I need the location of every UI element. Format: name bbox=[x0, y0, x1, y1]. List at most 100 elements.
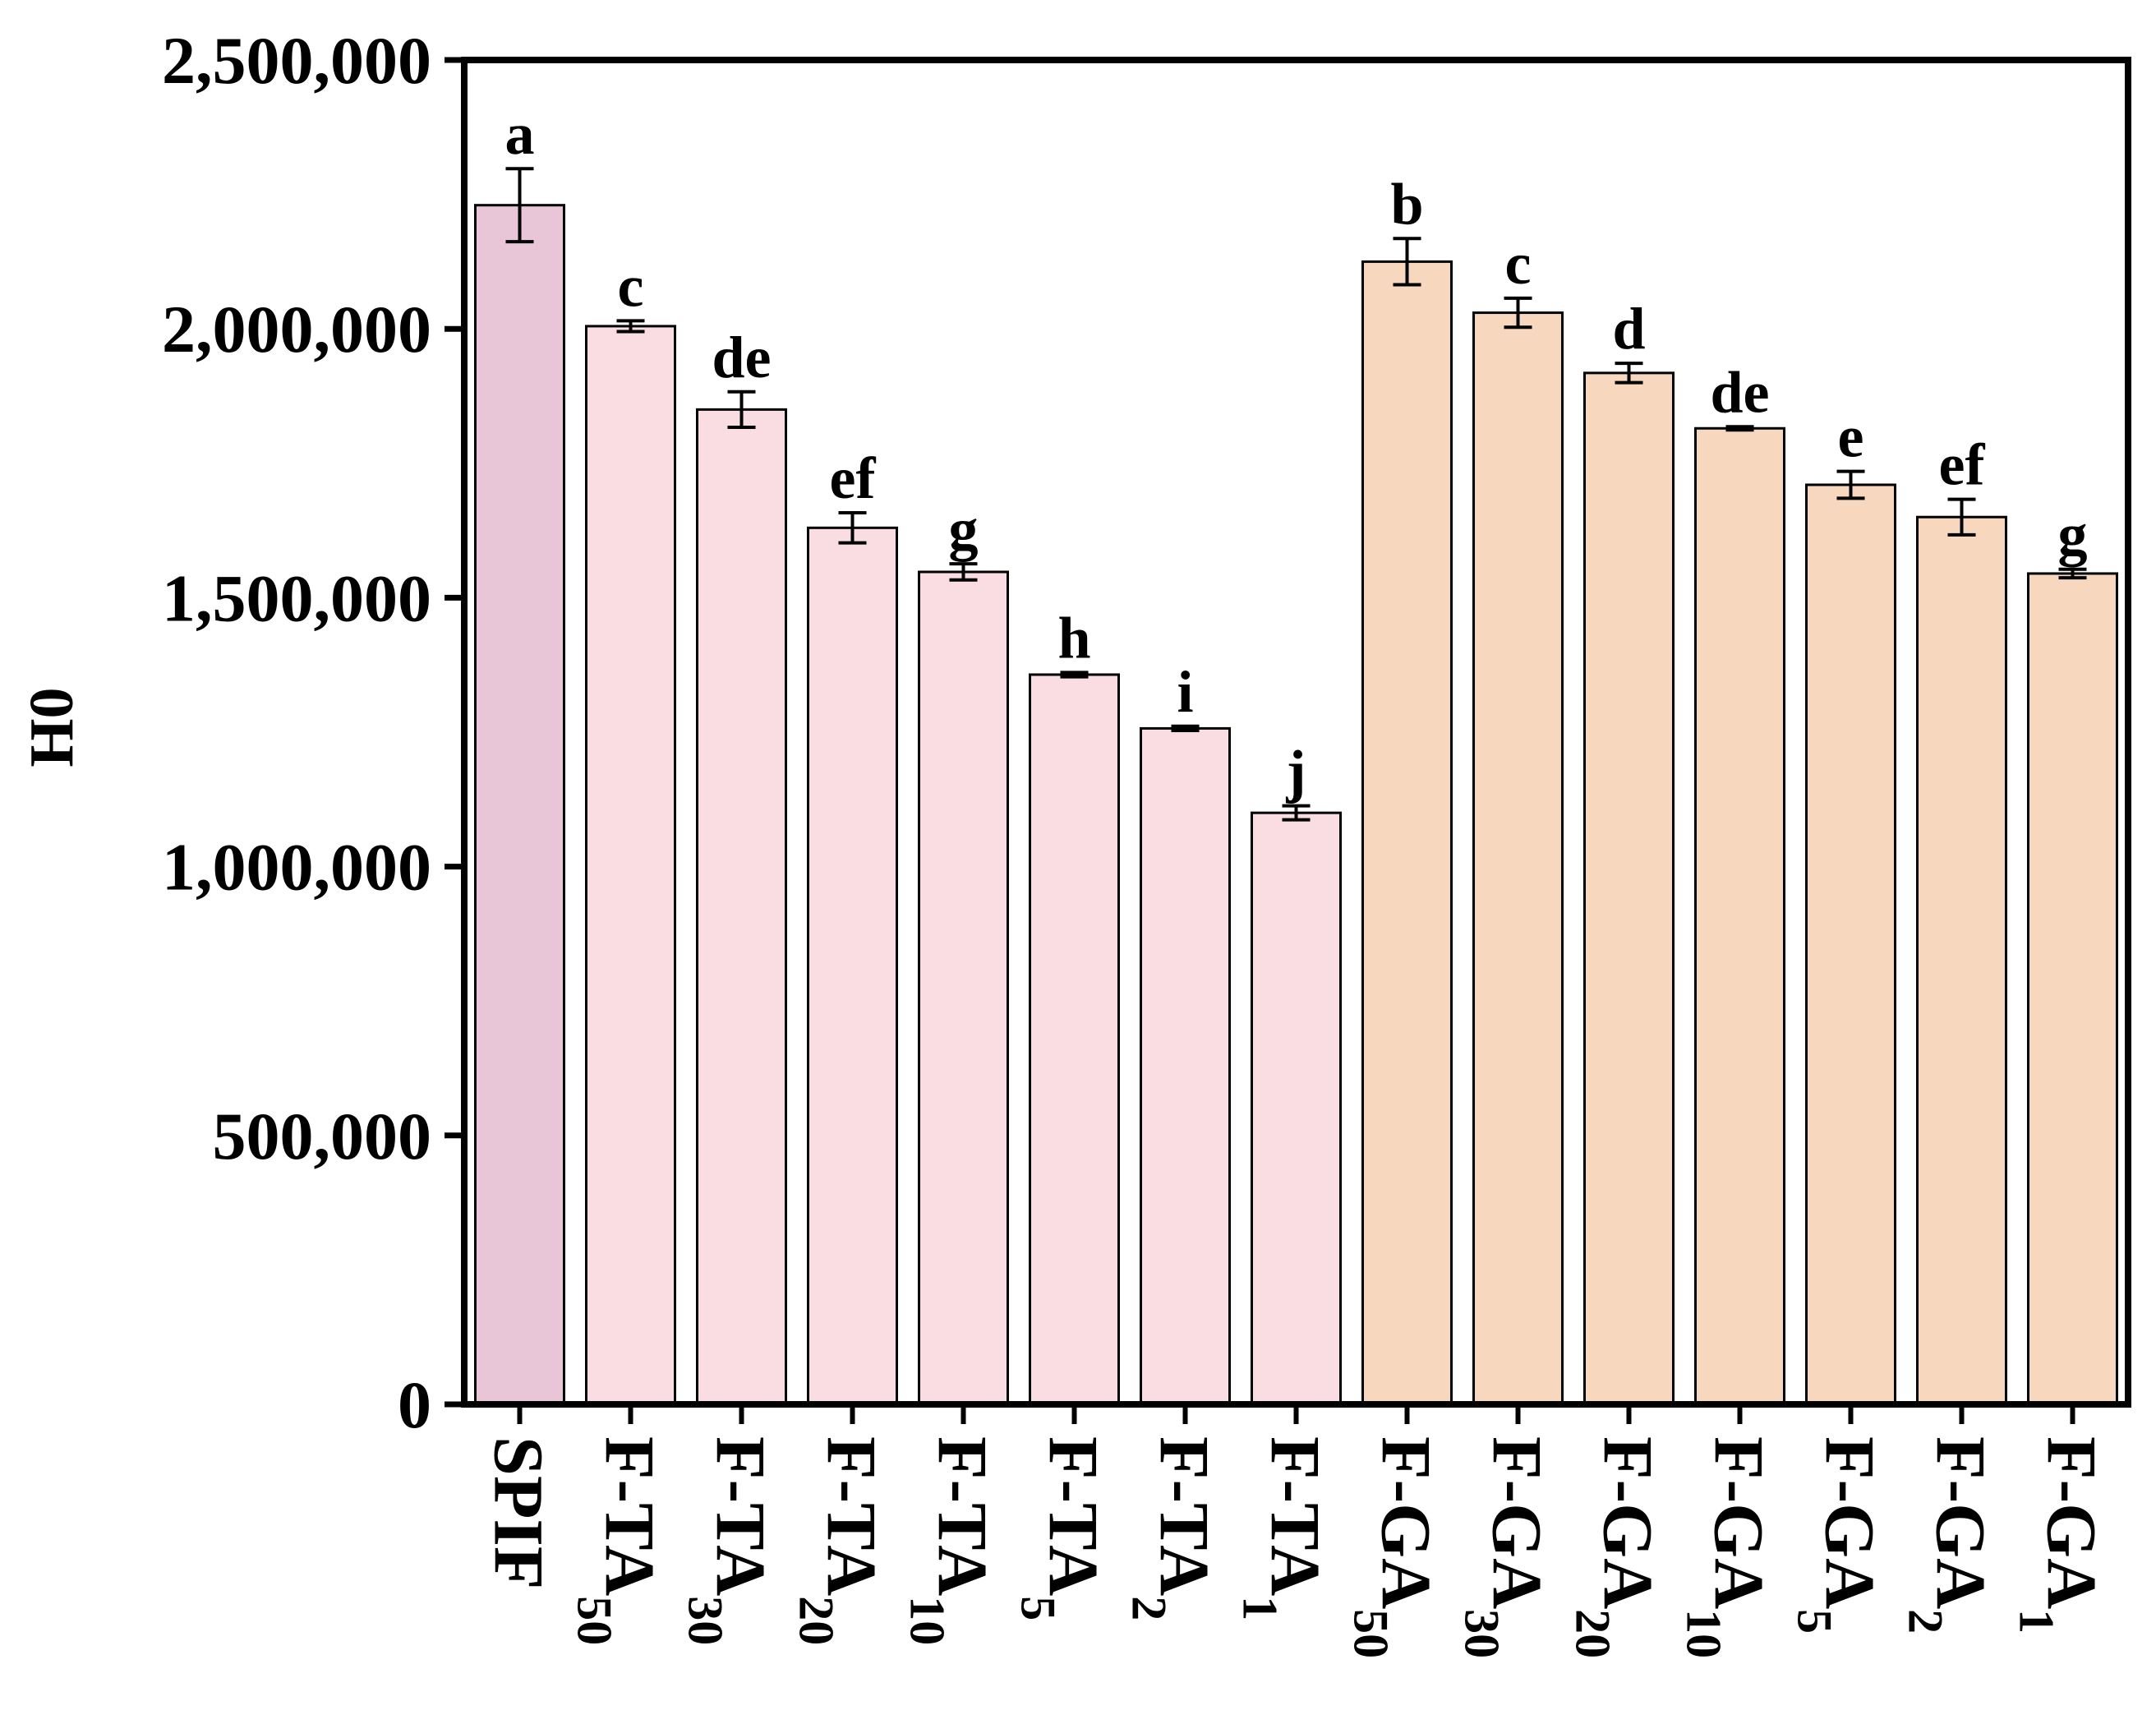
category-label: F-GA10 bbox=[1677, 1436, 1779, 1658]
error-bar bbox=[1947, 497, 1976, 537]
bar bbox=[474, 204, 565, 1406]
category-labels: SPIF F-TA50F-TA30F-TA20F-TA10F-TA5F-TA2F-… bbox=[480, 1404, 2112, 1658]
category-label: F-GA20 bbox=[1566, 1436, 1668, 1658]
category-subscript: 50 bbox=[1344, 1609, 1398, 1658]
category-subscript: 30 bbox=[679, 1596, 733, 1645]
significance-label: d bbox=[1612, 296, 1645, 362]
category-label: F-GA30 bbox=[1455, 1436, 1557, 1658]
category-label: F-TA30 bbox=[679, 1436, 781, 1645]
category-label: F-GA50 bbox=[1344, 1436, 1446, 1658]
y-tick-label: 2,000,000 bbox=[162, 292, 431, 366]
bar bbox=[1140, 726, 1231, 1406]
bar bbox=[585, 325, 676, 1406]
category-base: F-GA bbox=[1589, 1436, 1668, 1609]
error-bar bbox=[1725, 425, 1754, 432]
significance-label: de bbox=[712, 325, 772, 390]
category-base: F-GA bbox=[1700, 1436, 1779, 1609]
category-subscript: 5 bbox=[1011, 1596, 1066, 1620]
bar bbox=[1361, 260, 1453, 1406]
error-bar bbox=[1282, 804, 1311, 822]
bar bbox=[1029, 673, 1120, 1406]
bar bbox=[696, 408, 787, 1406]
error-bar bbox=[1615, 362, 1643, 385]
category-label: F-TA20 bbox=[790, 1436, 891, 1645]
category-subscript: 1 bbox=[2010, 1609, 2064, 1634]
significance-label: c bbox=[1505, 231, 1532, 297]
significance-label: c bbox=[618, 253, 644, 319]
category-base: F-TA bbox=[1034, 1436, 1113, 1596]
significance-label: g bbox=[2058, 502, 2088, 568]
category-base: F-TA bbox=[924, 1436, 1002, 1596]
y-tick-label: 1,000,000 bbox=[162, 830, 431, 905]
error-bar bbox=[1836, 469, 1865, 500]
error-bar bbox=[1393, 237, 1421, 287]
category-label: F-TA2 bbox=[1122, 1436, 1224, 1620]
category-subscript: 30 bbox=[1455, 1609, 1509, 1658]
category-subscript: 2 bbox=[1122, 1596, 1177, 1620]
category-subscript: 1 bbox=[1233, 1596, 1288, 1620]
error-bar bbox=[2058, 567, 2087, 580]
significance-label: j bbox=[1286, 739, 1306, 804]
error-bar bbox=[616, 319, 645, 334]
y-tick-label: 2,500,000 bbox=[162, 23, 431, 98]
y-axis-label: H0 bbox=[17, 687, 86, 767]
y-axis-ticks: 0 500,000 1,000,000 1,500,000 2,000,000 2,500… bbox=[162, 23, 464, 1442]
category-base: F-TA bbox=[591, 1436, 670, 1596]
category-subscript: 5 bbox=[1788, 1609, 1842, 1634]
category-label: SPIF bbox=[480, 1436, 559, 1589]
category-subscript: 10 bbox=[1677, 1609, 1731, 1658]
error-bar bbox=[505, 167, 534, 244]
significance-label: g bbox=[949, 496, 979, 562]
category-label: F-TA5 bbox=[1011, 1436, 1113, 1620]
category-label: F-TA50 bbox=[568, 1436, 670, 1645]
category-base: F-GA bbox=[1367, 1436, 1446, 1609]
category-label: F-TA10 bbox=[901, 1436, 1002, 1645]
significance-label: i bbox=[1177, 659, 1193, 725]
error-bar bbox=[838, 511, 867, 545]
y-tick-label: 500,000 bbox=[213, 1099, 432, 1173]
significance-label: ef bbox=[1939, 432, 1986, 498]
y-tick-label: 1,500,000 bbox=[162, 560, 431, 635]
category-base: F-TA bbox=[702, 1436, 781, 1596]
bar bbox=[1694, 426, 1785, 1406]
category-base: SPIF bbox=[480, 1436, 559, 1589]
error-bar bbox=[1060, 671, 1089, 679]
bar bbox=[1472, 311, 1564, 1406]
category-subscript: 20 bbox=[790, 1596, 844, 1645]
category-base: F-GA bbox=[2033, 1436, 2112, 1609]
category-subscript: 10 bbox=[901, 1596, 955, 1645]
significance-label: ef bbox=[830, 445, 877, 511]
category-base: F-GA bbox=[1922, 1436, 2001, 1609]
bar bbox=[1583, 371, 1675, 1406]
significance-label: de bbox=[1711, 359, 1770, 425]
bar bbox=[1916, 515, 2007, 1406]
error-bar bbox=[727, 390, 756, 429]
bar bbox=[918, 570, 1009, 1406]
plot-frame bbox=[461, 57, 2131, 1408]
category-subscript: 20 bbox=[1566, 1609, 1620, 1658]
significance-label: a bbox=[505, 101, 535, 167]
category-base: F-TA bbox=[1145, 1436, 1224, 1596]
significance-label: b bbox=[1390, 171, 1423, 237]
category-label: F-GA2 bbox=[1899, 1436, 2001, 1634]
significance-label: e bbox=[1838, 404, 1864, 470]
category-label: F-TA1 bbox=[1233, 1436, 1335, 1620]
error-bar bbox=[1504, 296, 1532, 330]
category-base: F-GA bbox=[1478, 1436, 1557, 1609]
category-label: F-GA1 bbox=[2010, 1436, 2112, 1634]
category-base: F-TA bbox=[1256, 1436, 1335, 1596]
error-bars bbox=[505, 167, 2087, 822]
bar bbox=[1251, 811, 1342, 1406]
category-subscript: 50 bbox=[568, 1596, 622, 1645]
y-tick-label: 0 bbox=[398, 1367, 431, 1442]
category-subscript: 2 bbox=[1899, 1609, 1953, 1634]
error-bar bbox=[949, 562, 978, 582]
bar bbox=[1805, 483, 1896, 1406]
category-label: F-GA5 bbox=[1788, 1436, 1890, 1634]
error-bar bbox=[1171, 724, 1200, 733]
bar bbox=[2027, 572, 2118, 1406]
bar bbox=[807, 526, 898, 1406]
category-base: F-TA bbox=[813, 1436, 891, 1596]
